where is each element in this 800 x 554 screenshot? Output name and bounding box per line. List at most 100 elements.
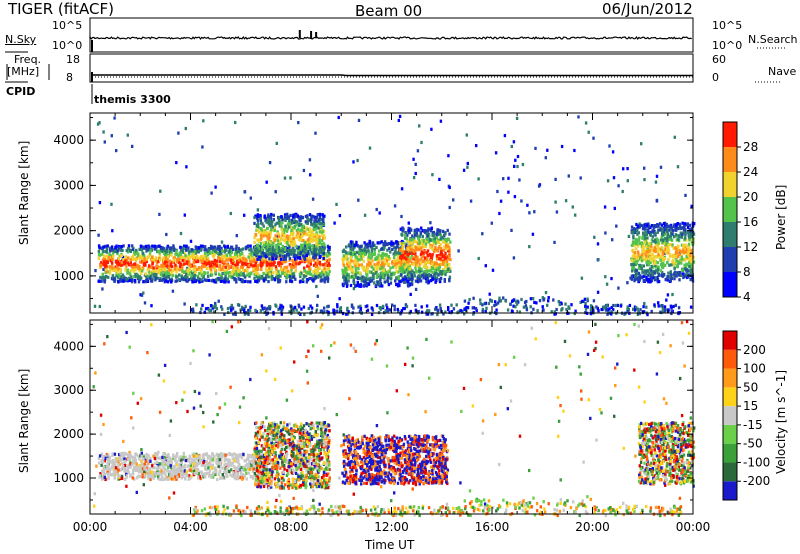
data-cell <box>410 253 414 257</box>
data-cell <box>126 268 129 272</box>
data-cell <box>327 261 330 265</box>
data-cell <box>192 255 196 260</box>
data-cell <box>394 248 397 252</box>
ground-cell <box>633 308 637 312</box>
data-cell <box>360 257 363 261</box>
ground-cell <box>303 312 306 317</box>
ground-cell <box>346 308 349 312</box>
data-cell <box>418 234 422 238</box>
data-cell <box>239 259 243 263</box>
data-cell <box>119 267 123 271</box>
ground-cell <box>215 307 219 311</box>
data-cell <box>175 259 179 263</box>
data-cell <box>440 246 443 251</box>
data-cell <box>223 280 226 284</box>
data-cell <box>666 238 669 242</box>
ground-cell <box>207 308 211 312</box>
data-cell <box>659 238 663 242</box>
data-cell <box>447 237 450 242</box>
data-cell <box>131 247 135 251</box>
data-cell <box>255 274 258 278</box>
data-cell <box>195 247 198 251</box>
data-cell <box>256 216 259 220</box>
data-cell <box>399 280 402 284</box>
nave-label: Nave <box>768 65 797 78</box>
data-cell <box>657 249 660 254</box>
ground-cell <box>586 305 589 309</box>
data-cell <box>146 279 149 283</box>
data-cell <box>303 227 306 231</box>
ground-cell <box>533 300 536 304</box>
data-cell <box>306 243 309 247</box>
ground-cell <box>459 308 462 313</box>
data-cell <box>264 216 268 220</box>
ground-cell <box>417 309 420 314</box>
data-cell <box>426 249 430 253</box>
data-cell <box>267 262 270 266</box>
time-xlabel: Time UT <box>365 538 415 552</box>
data-cell <box>316 271 320 275</box>
data-cell <box>97 249 101 253</box>
data-cell <box>127 247 131 251</box>
ground-cell <box>203 310 206 314</box>
data-cell <box>264 231 267 235</box>
scatter-cell <box>416 149 420 153</box>
data-cell <box>297 227 300 231</box>
data-cell <box>202 262 205 267</box>
data-cell <box>410 248 414 252</box>
data-cell <box>242 261 245 265</box>
data-cell <box>688 248 691 252</box>
data-cell <box>167 274 170 278</box>
data-cell <box>347 273 350 277</box>
data-cell <box>253 236 256 240</box>
data-cell <box>639 255 643 259</box>
data-cell <box>429 265 433 269</box>
data-cell <box>635 247 638 251</box>
scatter-cell <box>580 276 584 280</box>
data-cell <box>684 250 688 254</box>
data-cell <box>319 272 322 276</box>
scatter-cell <box>502 177 505 181</box>
data-cell <box>191 278 194 282</box>
data-cell <box>262 234 265 238</box>
data-cell <box>650 224 654 228</box>
data-cell <box>377 258 381 262</box>
data-cell <box>667 224 670 228</box>
data-cell <box>302 254 305 258</box>
data-cell <box>675 259 678 263</box>
scatter-cell <box>477 177 480 181</box>
data-cell <box>394 279 397 283</box>
data-cell <box>231 276 234 280</box>
data-cell <box>271 220 274 224</box>
data-cell <box>132 254 135 258</box>
data-cell <box>260 263 263 267</box>
data-cell <box>375 269 378 273</box>
data-cell <box>174 252 177 256</box>
data-cell <box>296 214 299 218</box>
data-cell <box>351 240 354 244</box>
data-cell <box>305 241 309 245</box>
scatter-cell <box>560 144 564 149</box>
ground-cell <box>307 306 310 311</box>
data-cell <box>142 256 146 260</box>
data-cell <box>265 249 268 253</box>
data-cell <box>663 263 667 268</box>
scatter-cell <box>622 167 625 171</box>
data-cell <box>203 245 207 249</box>
data-cell <box>174 263 177 267</box>
scatter-cell <box>338 214 342 218</box>
data-cell <box>144 261 147 265</box>
data-cell <box>635 229 639 233</box>
data-cell <box>375 256 379 261</box>
data-cell <box>284 238 287 242</box>
data-cell <box>313 277 316 281</box>
data-cell <box>672 253 675 257</box>
data-cell <box>405 268 408 272</box>
data-cell <box>410 275 414 279</box>
ground-cell <box>568 306 571 311</box>
data-cell <box>307 249 310 254</box>
scatter-cell <box>308 158 312 162</box>
data-cell <box>677 255 680 259</box>
data-cell <box>217 247 221 251</box>
ground-cell <box>436 309 440 313</box>
